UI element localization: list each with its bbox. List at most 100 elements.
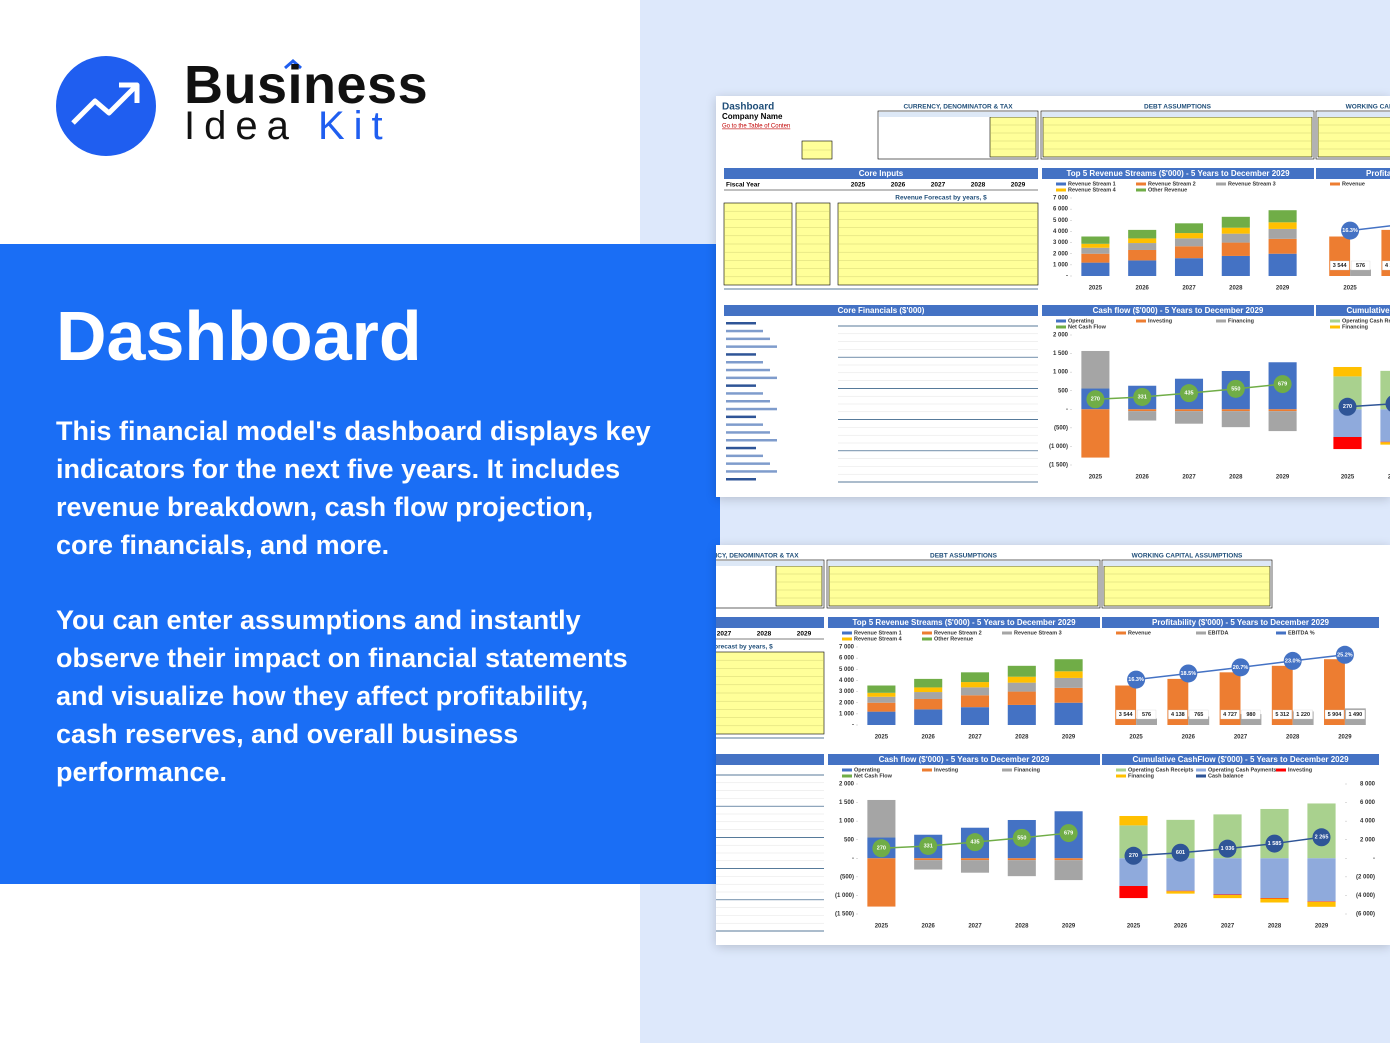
point-label: 331 [1138,394,1147,400]
bar [1081,236,1110,244]
point-label: 23.0% [1285,658,1301,664]
y-tick-label: 7 000 [839,645,855,651]
blue-band [0,244,720,884]
legend-swatch [842,768,852,772]
year-header: 2025 [851,182,866,189]
legend-swatch [1056,182,1066,186]
point-label: 270 [1091,397,1100,403]
y-tick-label: 3 000 [839,689,855,695]
y-tick-label: 4 000 [1360,819,1376,825]
x-tick-label: 2028 [1015,735,1029,741]
input-block [1042,116,1313,158]
bar [1221,233,1250,243]
x-tick-label: 2028 [1286,735,1300,741]
bar [1119,815,1148,826]
legend-swatch [1196,774,1206,778]
point [1127,670,1146,689]
legend-swatch [1196,631,1206,635]
point-label: 2 265 [1315,835,1329,841]
y-tick-label: 500 [844,837,855,843]
legend-label: Revenue [1342,181,1365,187]
legend-label: Cash balance [1208,773,1243,779]
bar-value-label: 5 904 [1328,712,1343,718]
brand-word: Idea [184,104,298,148]
bar [1081,243,1110,248]
bar [1221,242,1250,256]
y-tick-label: 3 000 [1053,240,1069,246]
row-label-stub [726,446,756,450]
x-tick-label: 2025 [1089,286,1103,292]
row-label-stub [726,470,777,473]
legend-swatch [1136,188,1146,192]
bar [867,799,896,838]
bar [960,672,990,683]
point [1341,221,1360,240]
bar [1054,860,1083,881]
point-label: 601 [1176,850,1185,856]
point-label: 25.2% [1337,652,1353,658]
bar [1260,898,1289,903]
y-tick-label: 1 500 [839,800,855,806]
input-block [775,565,823,607]
header-row [1103,561,1271,566]
row-label-stub [726,431,770,434]
section-header: CURRENCY, DENOMINATOR & TAX [903,104,1013,111]
y-tick-label: (500) [840,874,854,880]
bar-value-label: 1 490 [1348,712,1362,718]
y-tick-label: - [1066,407,1068,413]
row-label-stub [726,439,777,442]
bar [1007,665,1036,677]
y-tick-label: 4 000 [1053,229,1069,235]
bar [1128,409,1157,412]
point [1179,664,1198,683]
legend-swatch [1276,768,1286,772]
bar-value-label: 5 312 [1275,712,1289,718]
bar [1054,677,1083,688]
legend-swatch [1056,325,1066,329]
header-row [1042,112,1313,117]
bar [914,860,943,870]
y-tick-label: 6 000 [1360,800,1376,806]
bar [1081,253,1110,263]
bar [1268,238,1297,254]
paragraph: You can enter assumptions and instantly … [56,605,628,787]
chart-title: Top 5 Revenue Streams ($'000) - 5 Years … [852,618,1076,627]
legend-label: Operating Cash Receipts [1128,767,1193,773]
legend-swatch [1136,182,1146,186]
legend-swatch [1330,182,1340,186]
bar [1381,229,1390,276]
y-tick-label: (1 500) [1049,463,1068,469]
y-tick-label: 1 000 [839,819,855,825]
x-tick-label: 2029 [1315,924,1329,930]
point-label: 1 585 [1268,841,1282,847]
x-tick-label: 2026 [1136,475,1150,481]
bar [1174,233,1204,239]
bar [1260,858,1289,899]
y-tick-label: 2 000 [1360,837,1376,843]
bar [867,692,896,697]
chart-title-bar [1102,617,1379,628]
legend-swatch [922,768,932,772]
year-header: 2029 [797,631,812,638]
x-tick-label: 2028 [1229,286,1243,292]
legend-label: Net Cash Flow [1068,324,1107,330]
legend-swatch [1216,319,1226,323]
y-tick-label: 5 000 [1053,218,1069,224]
chart-title: Cash flow ($'000) - 5 Years to December … [1093,306,1264,315]
y-tick-label: 7 000 [1053,196,1069,202]
y-tick-label: - [1066,274,1068,280]
label-box [1116,709,1136,720]
point [966,833,984,852]
year-header: 2029 [1011,182,1026,189]
row-label-stub [726,400,770,403]
point-label: 550 [1231,386,1240,392]
bar [1174,258,1204,276]
bar-value-label: 4 138 [1171,712,1185,718]
point [872,839,891,858]
point [1312,828,1331,847]
bar-value-label: 576 [1142,712,1151,718]
legend-label: Operating Cash Payments [1208,767,1276,773]
y-tick-label: 1 000 [1053,370,1069,376]
point-label: 20.7% [1233,665,1249,671]
bar [960,687,990,696]
